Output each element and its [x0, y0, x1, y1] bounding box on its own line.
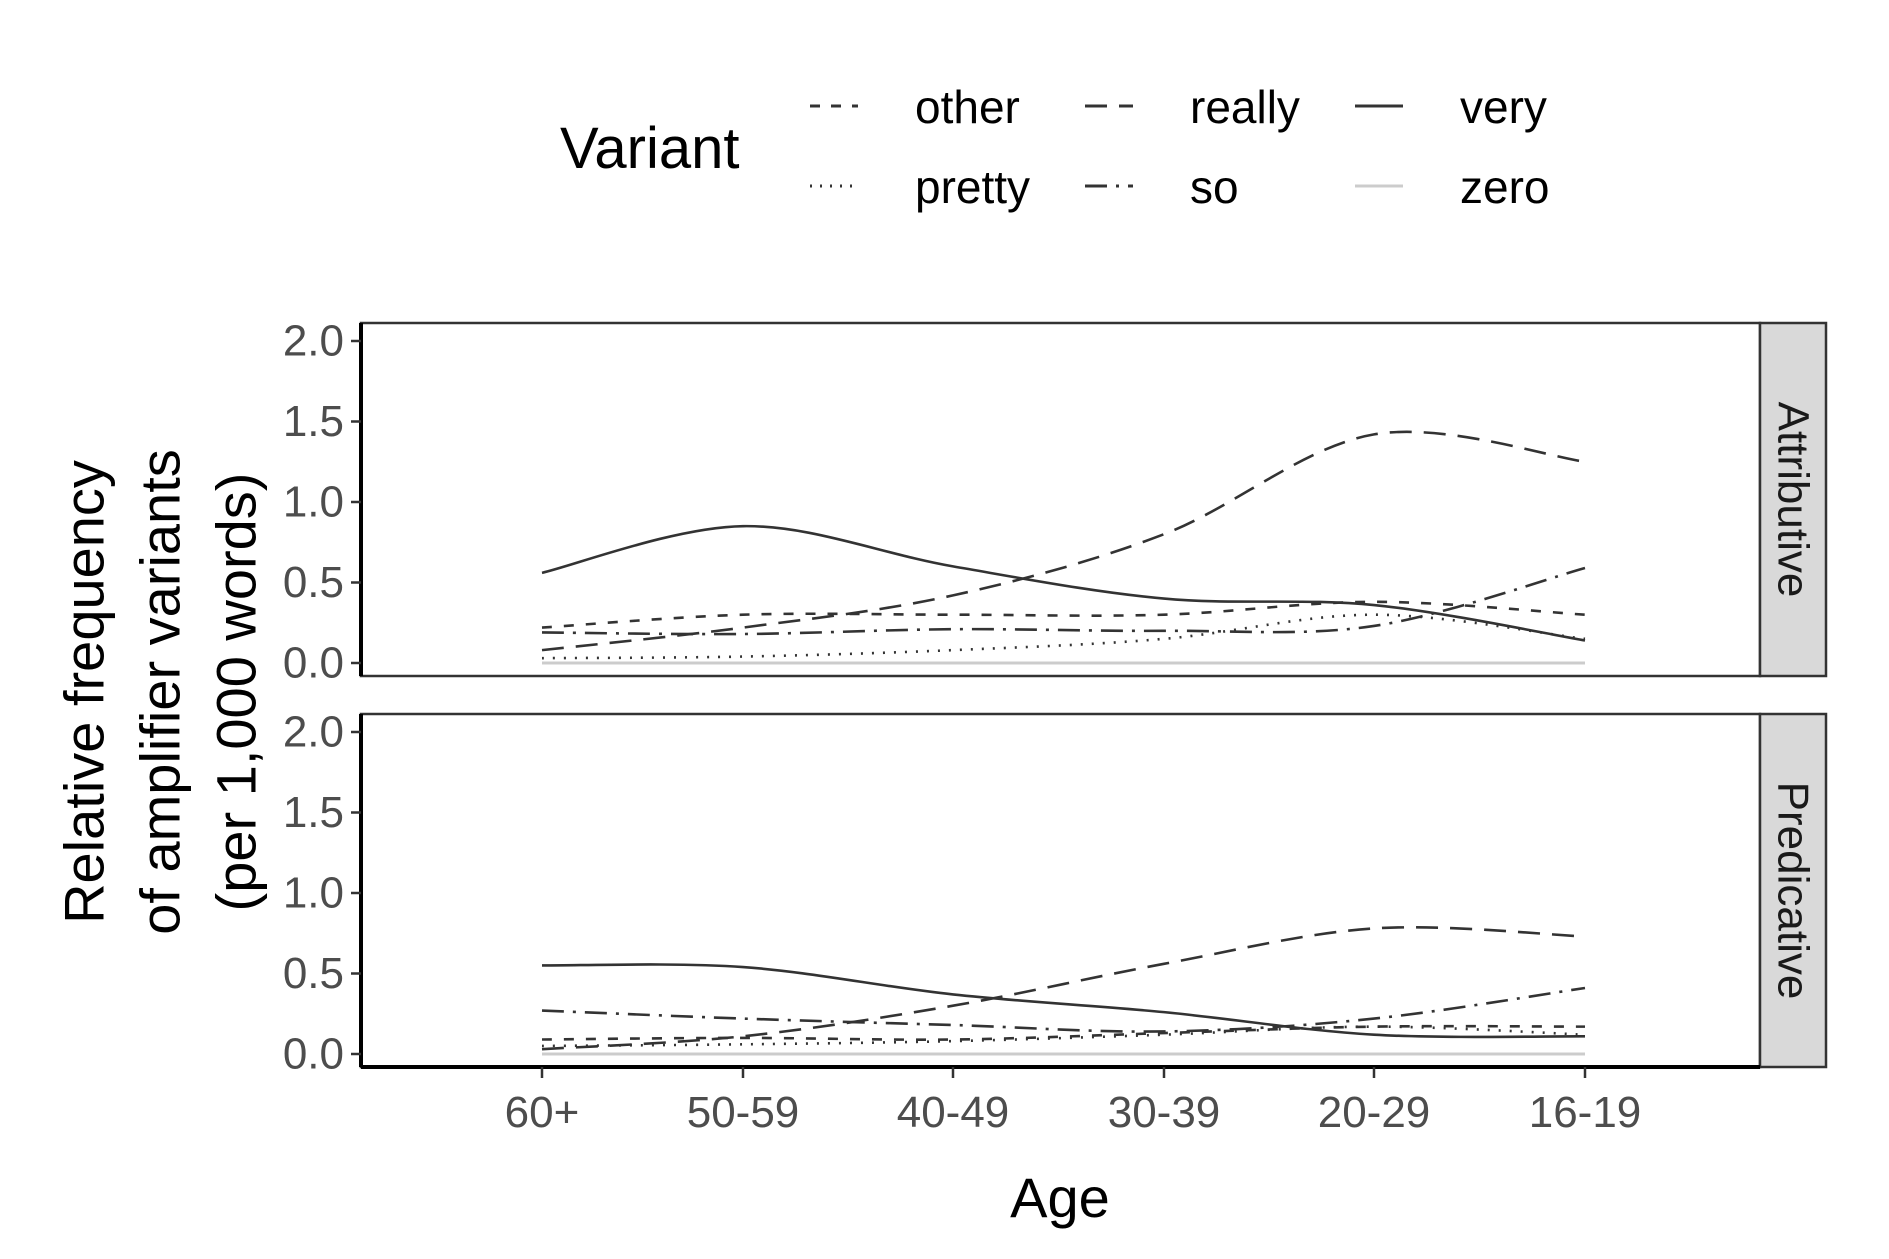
y-tick-label-attributive: 0.0 — [283, 639, 344, 688]
y-tick-label-predicative: 0.5 — [283, 949, 344, 998]
series-line-predicative-other — [541, 1024, 1586, 1041]
x-tick-label: 40-49 — [897, 1088, 1010, 1137]
strip-attributive — [1758, 321, 1828, 678]
legend-label-very: very — [1460, 81, 1547, 133]
series-line-predicative-so — [541, 986, 1586, 1033]
series-line-predicative-very — [541, 963, 1586, 1039]
legend-item-so: so — [1085, 161, 1239, 213]
legend-item-really: really — [1085, 81, 1300, 133]
strip-label-predicative: Predicative — [1769, 782, 1818, 1000]
series-line-attributive-very — [541, 524, 1586, 642]
legend-item-very: very — [1355, 81, 1547, 133]
series-line-attributive-so — [541, 566, 1586, 636]
panel-border-predicative — [359, 712, 1762, 1069]
y-tick-label-predicative: 1.0 — [283, 869, 344, 918]
legend-title: Variant — [560, 116, 739, 181]
y-axis-title: Relative frequency of amplifier variants(… — [53, 449, 268, 935]
series-line-predicative-really — [541, 926, 1586, 1051]
x-tick-label: 60+ — [505, 1088, 580, 1137]
x-tick-label: 50-59 — [687, 1088, 800, 1137]
series-line-attributive-pretty — [541, 613, 1586, 660]
x-axis: 60+ 50-59 40-49 30-39 20-29 16-19 — [361, 1065, 1760, 1137]
y-axis-title-line: (per 1,000 words) — [205, 473, 268, 912]
y-axis-title-line: Relative frequency — [53, 460, 116, 924]
legend-label-pretty: pretty — [915, 161, 1030, 213]
legend-label-zero: zero — [1460, 161, 1549, 213]
y-tick-label-predicative: 1.5 — [283, 788, 344, 837]
panel-attributive: Attributive 0.0 0.5 1.0 1.5 2.0 — [283, 317, 1828, 688]
legend-label-really: really — [1190, 81, 1300, 133]
x-tick-label: 20-29 — [1318, 1088, 1431, 1137]
panel-border-attributive — [359, 321, 1762, 678]
y-tick-label-attributive: 2.0 — [283, 317, 344, 366]
legend-label-other: other — [915, 81, 1020, 133]
strip-predicative — [1758, 712, 1828, 1069]
legend-item-other: other — [810, 81, 1020, 133]
legend-item-pretty: pretty — [810, 161, 1030, 213]
strip-label-attributive: Attributive — [1769, 402, 1818, 598]
y-tick-label-attributive: 1.5 — [283, 397, 344, 446]
legend: Variant other pretty really so very zero — [560, 81, 1549, 213]
x-axis-title: Age — [1010, 1166, 1110, 1229]
y-axis-title-line: of amplifier variants — [129, 449, 192, 935]
series-group-predicative — [541, 926, 1586, 1056]
legend-item-zero: zero — [1355, 161, 1549, 213]
series-line-attributive-really — [541, 430, 1586, 652]
x-tick-label: 30-39 — [1108, 1088, 1221, 1137]
y-tick-label-attributive: 0.5 — [283, 558, 344, 607]
series-group-attributive — [541, 430, 1586, 665]
y-tick-label-predicative: 0.0 — [283, 1030, 344, 1079]
legend-label-so: so — [1190, 161, 1239, 213]
x-tick-label: 16-19 — [1529, 1088, 1642, 1137]
series-line-attributive-other — [541, 600, 1586, 629]
y-tick-label-attributive: 1.0 — [283, 478, 344, 527]
panel-predicative: Predicative 0.0 0.5 1.0 1.5 2.0 — [283, 708, 1828, 1079]
y-tick-label-predicative: 2.0 — [283, 708, 344, 757]
